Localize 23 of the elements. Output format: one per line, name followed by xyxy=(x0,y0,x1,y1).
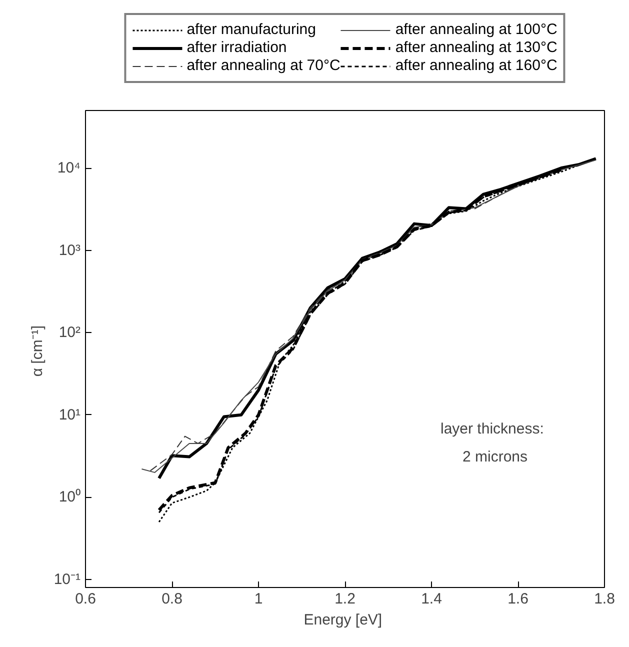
x-tick-label: 0.6 xyxy=(75,590,96,608)
annotation: layer thickness: xyxy=(440,420,544,438)
x-tick-label: 1.6 xyxy=(508,590,528,608)
y-axis-title: α [cm⁻¹] xyxy=(28,325,46,377)
x-tick-label: 1.8 xyxy=(594,590,615,608)
x-tick-label: 1 xyxy=(254,590,263,608)
legend-label: after annealing at 160°C xyxy=(395,56,558,74)
legend-label: after annealing at 130°C xyxy=(395,38,558,56)
y-tick-label: 10⁴ xyxy=(57,160,81,177)
x-tick-label: 1.4 xyxy=(421,590,442,608)
legend-label: after annealing at 70°C xyxy=(186,56,340,74)
y-tick-label: 10³ xyxy=(58,242,81,259)
legend-label: after annealing at 100°C xyxy=(395,20,558,38)
y-tick-label: 10¹ xyxy=(58,406,81,424)
x-axis-title: Energy [eV] xyxy=(304,612,382,628)
annotation: 2 microns xyxy=(462,448,528,466)
y-tick-label: 10⁻¹ xyxy=(54,571,81,588)
y-tick-label: 10² xyxy=(58,324,81,342)
y-tick-label: 10⁰ xyxy=(58,488,81,506)
x-tick-label: 0.8 xyxy=(162,590,182,608)
legend-label: after manufacturing xyxy=(186,20,316,38)
x-tick-label: 1.2 xyxy=(334,590,356,608)
legend-label: after irradiation xyxy=(186,38,287,56)
